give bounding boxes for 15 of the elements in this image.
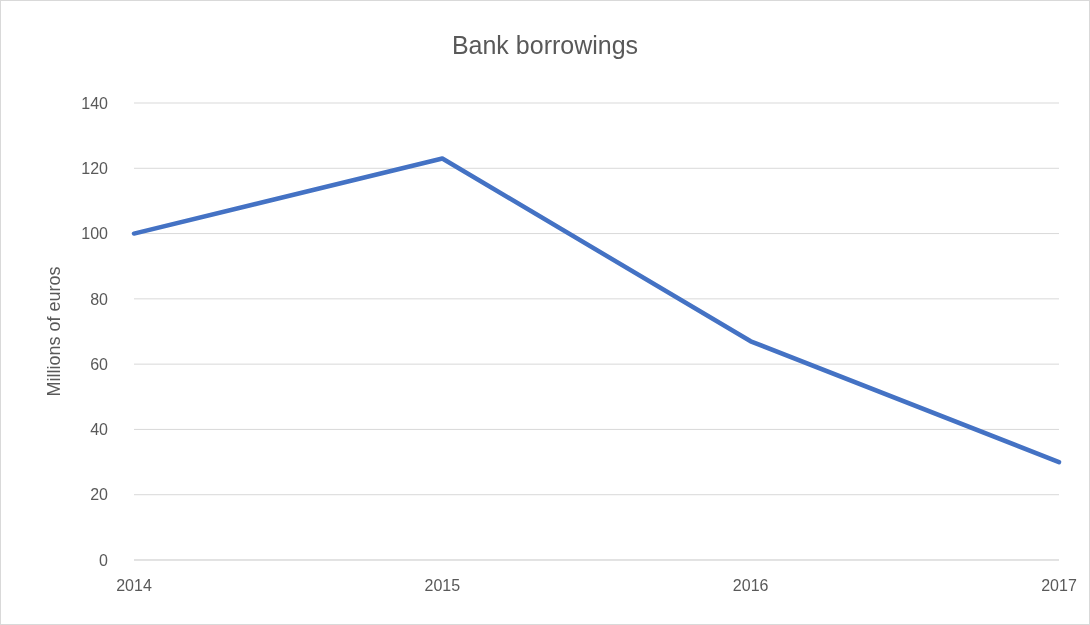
y-tick-label: 40 [90,421,109,439]
line-series [131,156,1062,465]
x-tick-label: 2017 [1041,577,1077,595]
y-tick-label: 140 [81,94,109,112]
x-tick-label: 2014 [116,577,152,595]
x-tick-label: 2015 [424,577,461,595]
y-tick-label: 120 [81,159,109,177]
x-tick-label: 2016 [732,577,769,595]
chart-title: Bank borrowings [450,31,640,60]
y-axis-title: Millions of euros [44,266,65,397]
y-tick-label: 100 [81,225,109,243]
y-tick-label: 60 [90,355,109,373]
y-tick-label: 20 [90,486,109,504]
y-tick-label: 80 [90,290,109,308]
y-tick-label: 0 [99,551,109,569]
